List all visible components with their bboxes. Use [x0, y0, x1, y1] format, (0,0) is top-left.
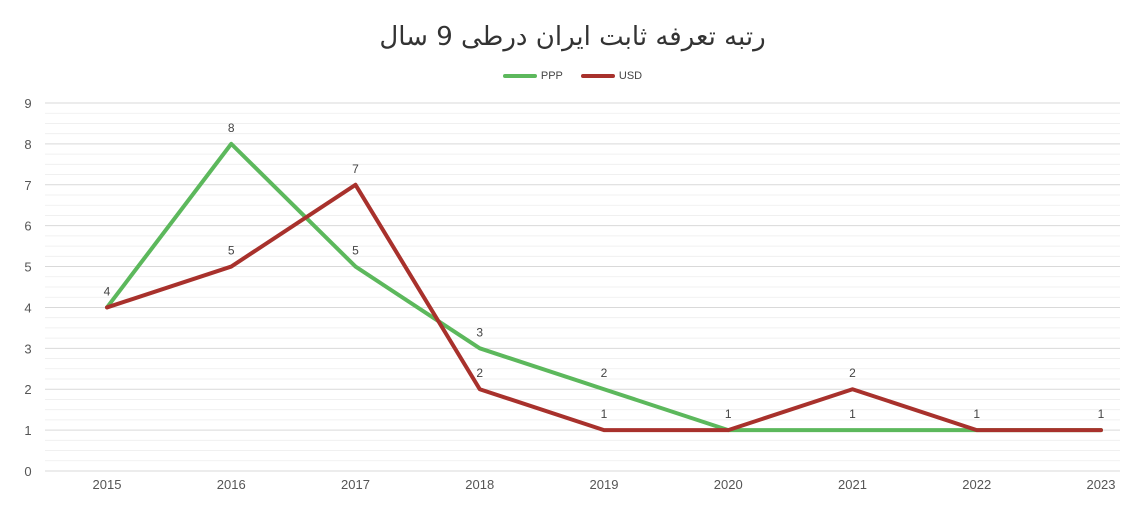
series-line-usd [105, 182, 1103, 433]
y-tick-label: 2 [24, 382, 31, 397]
legend-item-ppp: PPP [502, 70, 563, 82]
y-tick-label: 3 [24, 341, 31, 356]
legend-label-usd: USD [618, 70, 643, 82]
y-tick-label: 8 [24, 137, 31, 152]
legend-swatch-ppp [502, 74, 537, 78]
x-tick-label: 2020 [714, 477, 743, 492]
series-lines [105, 141, 1103, 433]
data-label-usd: 1 [1098, 407, 1105, 421]
data-label-ppp: 8 [228, 121, 235, 135]
data-label-ppp: 2 [601, 366, 608, 380]
x-tick-label: 2019 [590, 477, 619, 492]
y-tick-label: 1 [24, 423, 31, 438]
x-tick-label: 2015 [93, 477, 122, 492]
y-tick-label: 4 [24, 300, 31, 315]
data-labels: 8 5 3 2 1 4 5 7 2 1 1 2 1 1 [104, 121, 1105, 421]
y-tick-label: 5 [24, 260, 31, 275]
data-label-usd: 1 [725, 407, 732, 421]
chart-title: رتبه تعرفه ثابت ایران درطی 9 سال [379, 22, 766, 52]
y-tick-label: 9 [24, 96, 31, 111]
y-tick-label: 0 [24, 464, 31, 479]
data-label-usd: 5 [228, 244, 235, 258]
axes: 0 1 2 3 4 5 6 7 8 9 2015 2016 2017 2018 2019 2020 2021 20… [24, 96, 1115, 492]
gridlines [45, 102, 1120, 472]
x-tick-label: 2022 [962, 477, 991, 492]
legend-label-ppp: PPP [540, 70, 563, 82]
x-tick-label: 2018 [465, 477, 494, 492]
y-tick-label: 6 [24, 219, 31, 234]
data-label-ppp: 5 [352, 244, 359, 258]
x-tick-label: 2021 [838, 477, 867, 492]
data-label-ppp: 3 [476, 325, 483, 339]
y-tick-label: 7 [24, 178, 31, 193]
legend-swatch-usd [580, 74, 615, 78]
legend: PPP USD [0, 70, 1145, 82]
data-label-ppp: 1 [849, 407, 856, 421]
data-label-usd: 1 [601, 407, 608, 421]
data-label-usd: 7 [352, 162, 359, 176]
x-tick-label: 2023 [1087, 477, 1116, 492]
legend-item-usd: USD [580, 70, 643, 82]
data-label-usd: 2 [476, 366, 483, 380]
data-label-usd: 2 [849, 366, 856, 380]
series-line-ppp [105, 141, 1103, 433]
x-tick-label: 2016 [217, 477, 246, 492]
x-tick-label: 2017 [341, 477, 370, 492]
data-label-usd: 4 [104, 284, 111, 298]
data-label-usd: 1 [973, 407, 980, 421]
